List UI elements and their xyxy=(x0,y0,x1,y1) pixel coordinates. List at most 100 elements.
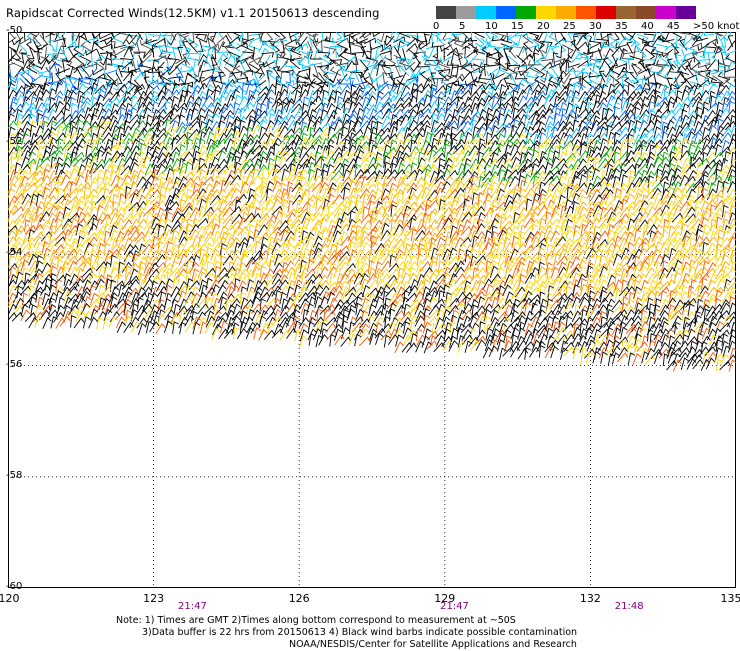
wind-barb xyxy=(350,211,356,223)
wind-barb xyxy=(550,135,560,145)
wind-barb xyxy=(394,47,400,58)
wind-barb xyxy=(535,105,546,114)
wind-barb xyxy=(420,109,430,118)
wind-barb xyxy=(615,290,621,302)
wind-barb xyxy=(272,243,281,254)
wind-barb xyxy=(156,133,166,142)
wind-barb xyxy=(236,66,246,76)
wind-barb xyxy=(42,263,51,274)
wind-barb xyxy=(14,214,24,223)
wind-barb xyxy=(204,127,213,138)
wind-barb xyxy=(470,111,480,120)
wind-barb xyxy=(31,219,37,231)
wind-barb xyxy=(278,157,287,168)
wind-barb xyxy=(614,201,623,212)
wind-barb xyxy=(442,126,450,137)
wind-barb xyxy=(297,55,308,64)
wind-barb xyxy=(180,200,186,212)
wind-barb xyxy=(727,61,736,72)
wind-barb xyxy=(705,52,710,64)
wind-barb xyxy=(682,90,689,102)
wind-barb xyxy=(545,304,553,315)
wind-barb xyxy=(128,246,138,255)
wind-barb xyxy=(473,127,479,139)
legend-label: 45 xyxy=(667,21,680,32)
wind-barb xyxy=(608,34,613,46)
legend-label: >50 knots xyxy=(693,21,740,32)
wind-barb xyxy=(297,37,307,47)
wind-barb xyxy=(236,49,246,58)
wind-barb xyxy=(77,268,85,279)
wind-barb xyxy=(206,59,213,70)
wind-barb xyxy=(456,151,465,162)
wind-barb xyxy=(52,58,62,68)
wind-barb xyxy=(72,46,84,51)
legend-swatch xyxy=(596,6,616,19)
wind-barb xyxy=(654,127,661,139)
legend-swatch xyxy=(496,6,516,19)
wind-barb xyxy=(46,62,56,72)
wind-barb xyxy=(69,206,78,217)
wind-barb xyxy=(302,272,308,284)
wind-barb xyxy=(688,171,697,182)
wind-barb xyxy=(203,177,214,186)
wind-barb xyxy=(552,182,562,192)
wind-barb xyxy=(594,162,600,174)
wind-barb xyxy=(165,119,172,131)
wind-barb xyxy=(708,103,719,112)
wind-barb xyxy=(598,298,607,308)
wind-barb xyxy=(87,68,97,77)
wind-barb xyxy=(519,195,526,207)
wind-barb xyxy=(502,92,512,101)
wind-barb xyxy=(41,59,50,70)
wind-barb xyxy=(442,306,452,316)
wind-barb xyxy=(632,102,642,112)
wind-barb xyxy=(288,201,294,213)
wind-barb xyxy=(634,135,643,146)
wind-barb xyxy=(235,95,242,107)
wind-barb xyxy=(150,151,158,162)
wind-barb xyxy=(373,164,382,175)
wind-barb xyxy=(374,189,382,200)
legend-swatch xyxy=(476,6,496,19)
legend-label: 30 xyxy=(589,21,602,32)
wind-barb xyxy=(267,189,273,201)
wind-barb xyxy=(685,32,696,40)
wind-barb xyxy=(307,199,313,211)
wind-barb xyxy=(653,120,661,131)
legend-swatch xyxy=(636,6,656,19)
wind-barb xyxy=(661,132,668,144)
wind-barb xyxy=(579,196,586,208)
wind-barb xyxy=(259,42,268,53)
wind-barb xyxy=(115,43,127,48)
wind-barb xyxy=(355,250,364,261)
wind-barb xyxy=(253,230,260,242)
wind-barb xyxy=(539,182,546,194)
wind-barb xyxy=(60,59,71,67)
wind-barb xyxy=(122,62,133,70)
wind-barb xyxy=(635,121,642,133)
wind-barb xyxy=(354,117,363,127)
wind-barb xyxy=(392,74,403,79)
wind-barb xyxy=(312,79,323,87)
wind-barb xyxy=(443,32,452,39)
wind-barb xyxy=(86,38,98,43)
wind-barb xyxy=(620,145,626,157)
wind-barb xyxy=(243,32,248,40)
wind-barb xyxy=(123,34,133,44)
wind-barb xyxy=(486,285,493,297)
wind-barb xyxy=(648,238,654,250)
wind-barb xyxy=(685,51,696,56)
wind-barb xyxy=(482,103,492,113)
wind-barb xyxy=(628,219,635,231)
legend-swatch xyxy=(536,6,556,19)
wind-barb xyxy=(230,41,240,51)
wind-barb xyxy=(525,232,534,242)
wind-barb xyxy=(702,165,711,176)
wind-barb xyxy=(416,90,422,102)
wind-barb xyxy=(56,181,63,193)
legend-swatch xyxy=(456,6,476,19)
wind-barb xyxy=(538,206,548,216)
wind-barb xyxy=(306,218,314,229)
